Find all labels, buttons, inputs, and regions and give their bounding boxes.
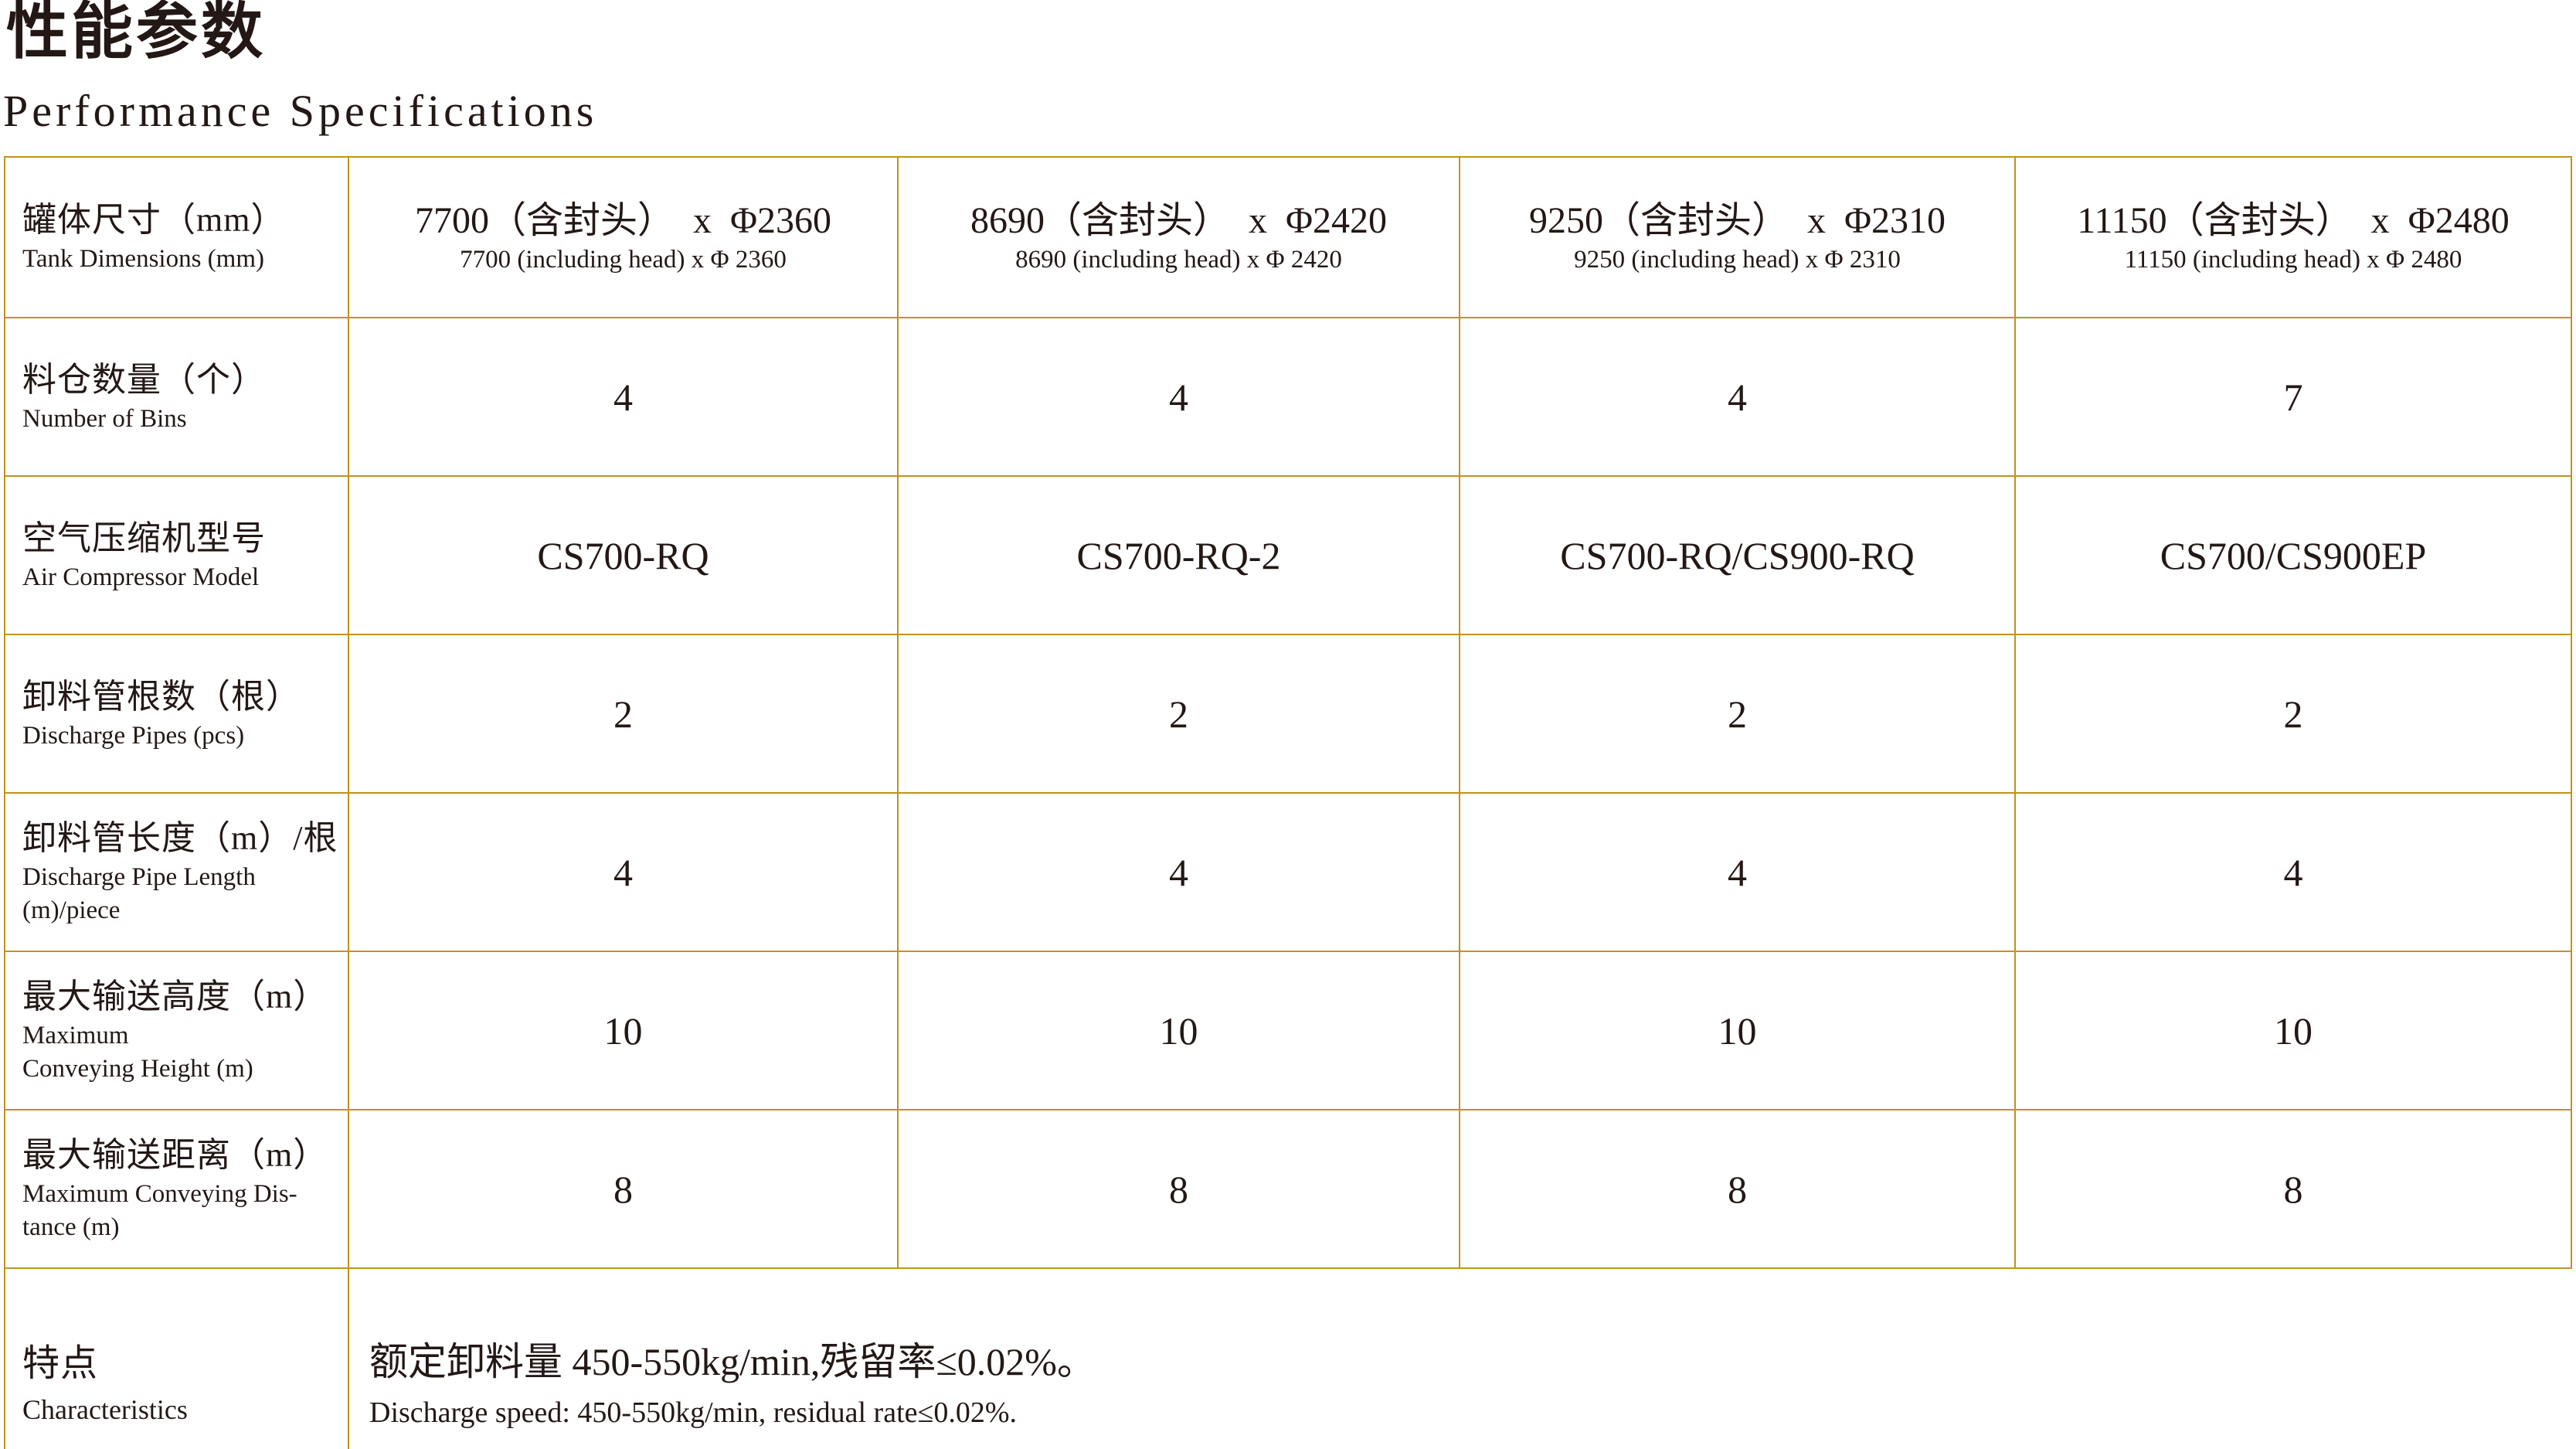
spec-value-zh: 8690（含封头） x Φ2420 [970, 199, 1388, 241]
row-label-cell: 特点 Characteristics [4, 1267, 349, 1449]
spec-cell: 9250（含封头） x Φ2310 9250 (including head) … [1459, 156, 2016, 318]
spec-cell: 4 [1459, 792, 2016, 952]
characteristics-text-zh: 额定卸料量 450-550kg/min,残留率≤0.02%。 [369, 1339, 1096, 1383]
spec-cell: 4 [1459, 317, 2016, 477]
spec-cell: 2 [1459, 634, 2016, 794]
row-label-cell: 料仓数量（个） Number of Bins [4, 317, 349, 477]
row-label-zh: 罐体尺寸（mm） [22, 201, 286, 240]
row-label-cell: 空气压缩机型号 Air Compressor Model [4, 475, 349, 635]
page-title-english: Performance Specifications [3, 86, 598, 136]
row-label-en: Number of Bins [22, 404, 187, 433]
row-label-zh: 特点 [22, 1343, 99, 1385]
spec-value-en: 8690 (including head) x Φ 2420 [1015, 245, 1342, 274]
spec-cell: 4 [348, 792, 899, 952]
characteristics-text-en: Discharge speed: 450-550kg/min, residual… [369, 1396, 1018, 1429]
characteristics-cell: 额定卸料量 450-550kg/min,残留率≤0.02%。 Discharge… [348, 1267, 2571, 1449]
spec-cell: 8 [2014, 1109, 2572, 1269]
spec-cell: 7 [2014, 317, 2572, 477]
row-label-en: Discharge Pipe Length (m)/piece [22, 863, 256, 924]
spec-cell: 4 [897, 317, 1460, 477]
row-label-en: Discharge Pipes (pcs) [22, 721, 245, 750]
table-row-characteristics: 特点 Characteristics 额定卸料量 450-550kg/min,残… [4, 1267, 2571, 1449]
spec-cell: 11150（含封头） x Φ2480 11150 (including head… [2014, 156, 2572, 318]
table-row-air-compressor-model: 空气压缩机型号 Air Compressor Model CS700-RQ CS… [4, 475, 2572, 635]
row-label-cell: 最大输送距离（m） Maximum Conveying Dis- tance (… [4, 1109, 349, 1269]
row-label-zh: 料仓数量（个） [22, 360, 266, 399]
row-label-en: Tank Dimensions (mm) [22, 245, 264, 274]
spec-cell: CS700-RQ-2 [897, 475, 1460, 635]
spec-cell: 2 [348, 634, 899, 794]
spec-cell: CS700-RQ/CS900-RQ [1459, 475, 2016, 635]
spec-cell: 7700（含封头） x Φ2360 7700 (including head) … [348, 156, 899, 318]
spec-value-en: 11150 (including head) x Φ 2480 [2124, 245, 2462, 274]
spec-value-zh: 11150（含封头） x Φ2480 [2077, 199, 2510, 241]
row-label-zh: 空气压缩机型号 [22, 519, 266, 557]
row-label-cell: 最大输送高度（m） Maximum Conveying Height (m) [4, 951, 349, 1111]
table-row-max-conveying-distance: 最大输送距离（m） Maximum Conveying Dis- tance (… [4, 1109, 2572, 1269]
row-label-cell: 罐体尺寸（mm） Tank Dimensions (mm) [4, 156, 349, 318]
spec-cell: CS700-RQ [348, 475, 899, 635]
spec-cell: 10 [348, 951, 899, 1111]
spec-cell: 10 [2014, 951, 2572, 1111]
spec-cell: 8690（含封头） x Φ2420 8690 (including head) … [897, 156, 1460, 318]
row-label-zh: 最大输送高度（m） [22, 978, 328, 1016]
performance-spec-table: 罐体尺寸（mm） Tank Dimensions (mm) 7700（含封头） … [4, 156, 2572, 1449]
spec-cell: CS700/CS900EP [2014, 475, 2572, 635]
table-row-max-conveying-height: 最大输送高度（m） Maximum Conveying Height (m) 1… [4, 951, 2572, 1111]
spec-value-zh: 7700（含封头） x Φ2360 [414, 199, 832, 241]
spec-cell: 8 [1459, 1109, 2016, 1269]
page-title-chinese: 性能参数 [6, 0, 266, 66]
row-label-en: Maximum Conveying Dis- tance (m) [22, 1180, 297, 1241]
row-label-en: Characteristics [22, 1394, 188, 1426]
spec-value-en: 9250 (including head) x Φ 2310 [1574, 245, 1901, 274]
spec-cell: 4 [348, 317, 899, 477]
spec-cell: 2 [897, 634, 1460, 794]
spec-cell: 10 [1459, 951, 2016, 1111]
table-row-discharge-pipe-length: 卸料管长度（m）/根 Discharge Pipe Length (m)/pie… [4, 792, 2572, 952]
spec-cell: 4 [897, 792, 1460, 952]
table-row-discharge-pipes: 卸料管根数（根） Discharge Pipes (pcs) 2 2 2 2 [4, 634, 2572, 794]
row-label-zh: 最大输送距离（m） [22, 1136, 328, 1175]
row-label-en: Air Compressor Model [22, 563, 260, 591]
row-label-zh: 卸料管长度（m）/根 [22, 819, 338, 858]
spec-value-zh: 9250（含封头） x Φ2310 [1528, 199, 1946, 241]
spec-cell: 4 [2014, 792, 2572, 952]
spec-value-en: 7700 (including head) x Φ 2360 [460, 245, 787, 274]
row-label-en: Maximum Conveying Height (m) [22, 1022, 253, 1083]
spec-cell: 2 [2014, 634, 2572, 794]
table-row-number-of-bins: 料仓数量（个） Number of Bins 4 4 4 7 [4, 317, 2572, 477]
spec-cell: 8 [348, 1109, 899, 1269]
table-row-tank-dimensions: 罐体尺寸（mm） Tank Dimensions (mm) 7700（含封头） … [4, 156, 2572, 318]
row-label-cell: 卸料管根数（根） Discharge Pipes (pcs) [4, 634, 349, 794]
spec-cell: 10 [897, 951, 1460, 1111]
row-label-cell: 卸料管长度（m）/根 Discharge Pipe Length (m)/pie… [4, 792, 349, 952]
spec-cell: 8 [897, 1109, 1460, 1269]
row-label-zh: 卸料管根数（根） [22, 677, 301, 716]
